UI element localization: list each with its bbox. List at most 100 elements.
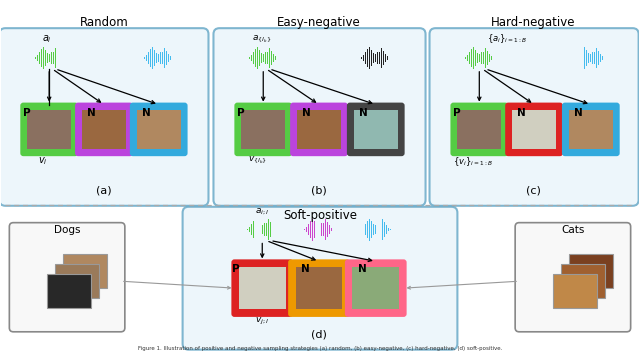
FancyBboxPatch shape — [345, 260, 406, 317]
FancyBboxPatch shape — [20, 102, 78, 156]
Bar — [249, 227, 250, 232]
Bar — [582, 49, 583, 67]
Bar — [381, 219, 383, 240]
Bar — [154, 50, 155, 66]
Text: $a_{\{l_k\}}$: $a_{\{l_k\}}$ — [252, 34, 271, 45]
Text: $v_{j;l}$: $v_{j;l}$ — [255, 316, 269, 327]
Bar — [57, 51, 58, 65]
Text: P: P — [453, 107, 461, 117]
Bar — [541, 51, 542, 65]
Bar — [59, 54, 60, 62]
Bar — [390, 229, 391, 230]
Bar — [604, 57, 605, 59]
Bar — [553, 274, 596, 308]
Bar — [525, 49, 527, 67]
Bar — [483, 52, 484, 64]
Bar — [471, 49, 472, 67]
Text: (d): (d) — [311, 330, 327, 340]
Bar — [369, 47, 370, 69]
FancyBboxPatch shape — [296, 267, 342, 310]
Bar — [276, 229, 278, 230]
Bar — [487, 51, 488, 65]
Text: Cats: Cats — [561, 225, 584, 235]
Bar — [369, 219, 370, 241]
Text: N: N — [142, 107, 150, 117]
Bar — [387, 56, 388, 60]
Bar — [473, 47, 474, 69]
Bar — [598, 51, 599, 65]
Bar — [313, 47, 314, 69]
Bar — [467, 55, 468, 61]
Bar — [489, 54, 490, 62]
Bar — [253, 221, 254, 238]
FancyBboxPatch shape — [239, 267, 285, 310]
Bar — [333, 229, 334, 230]
Bar — [166, 51, 167, 65]
Bar — [265, 52, 266, 64]
Text: N: N — [301, 264, 310, 274]
FancyBboxPatch shape — [451, 102, 508, 156]
Bar — [35, 57, 36, 59]
Bar — [310, 49, 312, 67]
Bar — [164, 47, 165, 68]
Bar — [310, 221, 311, 238]
FancyBboxPatch shape — [288, 260, 350, 317]
Bar — [263, 54, 264, 62]
Bar — [373, 224, 374, 235]
Text: $a_i$: $a_i$ — [42, 33, 52, 45]
Bar — [109, 47, 110, 68]
Bar — [543, 54, 545, 62]
Bar — [93, 52, 94, 64]
FancyBboxPatch shape — [297, 110, 341, 149]
Text: P: P — [232, 264, 240, 274]
FancyBboxPatch shape — [429, 28, 639, 206]
Bar — [546, 56, 547, 60]
Bar — [326, 51, 327, 65]
Bar — [37, 55, 38, 61]
Bar — [371, 50, 372, 66]
Bar — [491, 56, 492, 60]
FancyBboxPatch shape — [562, 102, 620, 156]
Text: N: N — [517, 107, 526, 117]
Text: $v_i$: $v_i$ — [38, 155, 48, 167]
Bar — [152, 47, 153, 69]
Bar — [569, 255, 612, 288]
Bar — [312, 219, 313, 241]
FancyBboxPatch shape — [290, 102, 348, 156]
Bar — [170, 56, 171, 60]
Bar — [55, 264, 99, 298]
Bar — [51, 52, 52, 64]
Bar — [530, 50, 531, 66]
Text: Figure 1. Illustration of positive and negative sampling strategies (a) random, : Figure 1. Illustration of positive and n… — [138, 346, 502, 351]
Text: $v_{\{l_k\}}$: $v_{\{l_k\}}$ — [248, 155, 267, 166]
Bar — [43, 47, 44, 69]
Bar — [257, 47, 258, 69]
Bar — [315, 50, 316, 66]
Bar — [95, 49, 97, 67]
Text: P: P — [237, 107, 245, 117]
Bar — [266, 223, 267, 236]
Bar — [602, 56, 603, 60]
Bar — [360, 229, 361, 230]
Bar — [304, 229, 305, 230]
Text: N: N — [574, 107, 582, 117]
Text: Easy-negative: Easy-negative — [277, 16, 361, 29]
Text: $\{v_i\}_{i=1:B}$: $\{v_i\}_{i=1:B}$ — [453, 155, 493, 168]
Text: Hard-negative: Hard-negative — [491, 16, 575, 29]
Bar — [363, 227, 364, 232]
Bar — [98, 47, 99, 69]
Bar — [39, 52, 40, 64]
FancyBboxPatch shape — [515, 223, 630, 332]
FancyBboxPatch shape — [75, 102, 133, 156]
Bar — [389, 57, 390, 59]
Text: (b): (b) — [311, 186, 327, 196]
Bar — [306, 227, 307, 232]
FancyBboxPatch shape — [234, 102, 292, 156]
Bar — [53, 52, 54, 64]
Bar — [465, 57, 466, 59]
Text: $a_{i;l}$: $a_{i;l}$ — [255, 206, 269, 217]
Bar — [384, 222, 385, 237]
FancyBboxPatch shape — [347, 102, 404, 156]
Bar — [324, 47, 325, 68]
Bar — [277, 57, 278, 59]
